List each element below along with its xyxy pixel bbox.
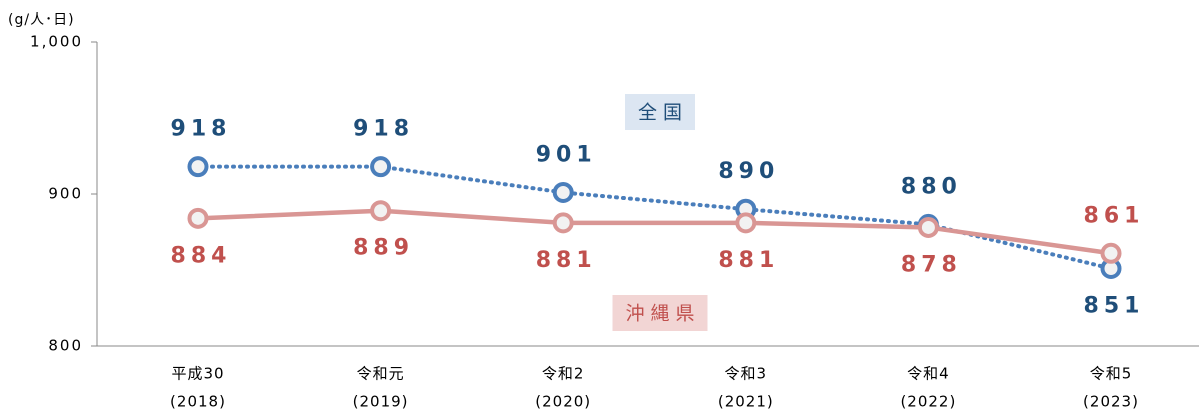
data-label: 881 [718,248,779,273]
series-line [196,164,1113,271]
data-label: 901 [536,142,597,167]
marker [735,212,757,234]
data-label: 889 [353,236,414,261]
data-label: 881 [536,248,597,273]
marker [187,207,209,229]
x-tick-label: 令和2 [542,365,585,383]
x-tick-label: (2020) [535,393,591,411]
x-tick-label: (2019) [353,393,409,411]
y-tick-label: 1,000 [30,33,83,51]
x-tick-label: 令和5 [1090,365,1133,383]
x-tick-label: 令和3 [725,365,768,383]
y-tick-label: 900 [48,185,83,203]
marker [1100,242,1122,264]
marker [370,200,392,222]
data-label: 890 [718,159,779,184]
data-label: 918 [171,117,232,142]
marker [552,212,574,234]
marker [552,181,574,203]
x-tick-label: (2018) [170,393,226,411]
legend-box [612,295,708,331]
data-label: 918 [353,117,414,142]
marker [370,156,392,178]
legend-box [625,94,695,130]
series-line [195,208,1114,256]
legend-label: 沖縄県 [625,303,700,325]
legend-label: 全国 [638,102,688,124]
x-tick-label: (2022) [900,393,956,411]
x-tick-label: 令和4 [907,365,950,383]
data-label: 851 [1084,293,1145,318]
x-tick-label: 平成30 [171,365,224,383]
data-label: 878 [901,252,962,277]
x-tick-label: (2023) [1083,393,1139,411]
marker [187,156,209,178]
marker [917,216,939,238]
data-label: 884 [171,243,232,268]
y-tick-label: 800 [48,337,83,355]
data-label: 861 [1084,203,1145,228]
x-tick-label: 令和元 [357,365,405,383]
data-label: 880 [901,174,962,199]
y-unit: (g/人･日) [8,12,75,28]
x-tick-label: (2021) [718,393,774,411]
